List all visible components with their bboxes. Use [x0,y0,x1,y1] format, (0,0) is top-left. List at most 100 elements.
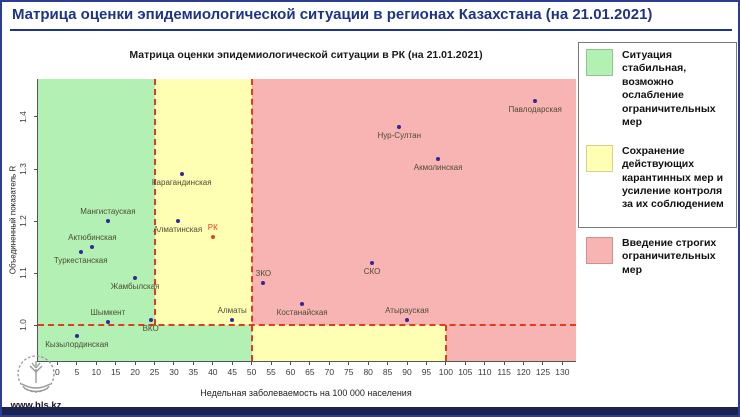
hls-logo-emblem [17,355,55,393]
site-url: www.hls.kz [10,400,62,411]
x-tick [212,361,214,365]
x-tick [309,361,311,365]
data-point [533,99,538,104]
x-tick-label: 15 [110,367,121,377]
point-label: Карагандинская [151,178,212,188]
y-tick-label: 1.2 [18,215,28,227]
x-tick-label: 130 [555,367,570,377]
data-point [74,333,79,338]
point-label: Шымкент [90,308,126,318]
x-tick [115,361,117,365]
x-tick-label: 45 [227,367,237,377]
x-tick-label: 115 [497,367,511,377]
x-tick [76,361,78,365]
x-tick [56,361,58,365]
bottom-bar [2,407,738,415]
x-tick [231,361,233,365]
y-tick-label: 1.4 [18,111,28,123]
legend-item: Ситуация стабильная, возможно ослабление… [586,49,733,130]
x-tick-label: 110 [477,367,492,377]
x-tick-label: 120 [516,367,531,377]
x-tick-label: 20 [130,367,140,377]
x-tick-label: 35 [188,367,199,377]
x-tick-label: 55 [266,367,276,377]
data-point [370,260,375,265]
data-point [405,317,410,322]
point-label: РК [207,222,218,232]
legend-item: Сохранение действующих карантинных мер и… [586,144,733,212]
x-tick [289,361,291,365]
point-label: Акмолинская [413,162,463,172]
chart-title: Матрица оценки эпидемиологической ситуац… [129,49,483,61]
chart-legend: Ситуация стабильная, возможно ослабление… [578,42,737,276]
x-tick [192,361,194,365]
legend-label: Сохранение действующих карантинных мер и… [622,144,724,211]
threshold-line-x-mid [250,79,253,361]
x-tick-label: 85 [382,367,393,377]
hls-logo: www.hls.kz [9,353,63,411]
data-point [436,156,441,161]
point-label: Мангистауская [80,207,136,217]
x-tick-label: 100 [438,367,453,377]
x-tick-label: 70 [324,367,335,377]
x-tick [523,361,525,365]
point-label: Алматинская [153,225,203,235]
y-tick [34,324,38,326]
zone-yellow-upper [154,79,252,326]
legend-label: Ситуация стабильная, возможно ослабление… [622,49,716,129]
x-tick-label: 95 [421,367,432,377]
data-point [175,219,180,224]
x-tick-label: 105 [458,367,473,377]
point-label: ВКО [142,323,159,333]
threshold-line-y [38,324,576,327]
y-tick-label: 1.0 [18,319,28,332]
x-tick [445,361,447,365]
legend-swatch [586,144,613,172]
zone-yellow-lower [251,325,446,361]
y-tick-label: 1.3 [18,163,28,175]
data-point [210,234,215,239]
point-label: Жамбылская [110,282,160,292]
x-tick-label: 80 [363,367,373,377]
y-tick [34,220,38,222]
x-axis-title: Недельная заболеваемость на 100 000 насе… [200,388,412,398]
legend-label: Введение строгих ограничительных мер [622,236,717,276]
x-tick [270,361,272,365]
y-axis-title: Объединенный показатель R [8,165,18,275]
x-tick-label: 65 [305,367,315,377]
x-tick [173,361,175,365]
zone-green-lower [38,325,252,361]
x-tick-label: 60 [285,367,296,377]
point-label: Нур-Султан [377,131,422,141]
legend-swatch [586,236,613,264]
point-label: Атырауская [385,305,429,315]
x-tick-label: 5 [74,367,80,377]
x-tick [328,361,330,365]
data-point [261,281,266,286]
x-tick [561,361,563,365]
x-tick [503,361,505,365]
page-title: Матрица оценки эпидемиологической ситуац… [12,6,653,23]
x-tick-label: 40 [208,367,218,377]
x-tick [134,361,136,365]
zone-red-upper [251,79,576,326]
y-tick [34,168,38,170]
legend-swatch [586,49,613,76]
point-label: Туркестанская [53,256,108,266]
data-point [90,245,95,250]
point-label: СКО [363,266,381,276]
x-tick [154,361,156,365]
y-tick-label: 1.1 [18,267,28,279]
threshold-line-x-upper [153,79,156,326]
y-tick [34,272,38,274]
data-point [179,172,184,177]
data-point [78,250,83,255]
data-point [397,125,402,130]
zone-red-lower [445,325,576,361]
data-point [230,317,235,322]
x-tick [425,361,427,365]
data-point [105,219,110,224]
x-tick-label: 75 [344,367,354,377]
point-label: Кызылординская [45,339,109,349]
